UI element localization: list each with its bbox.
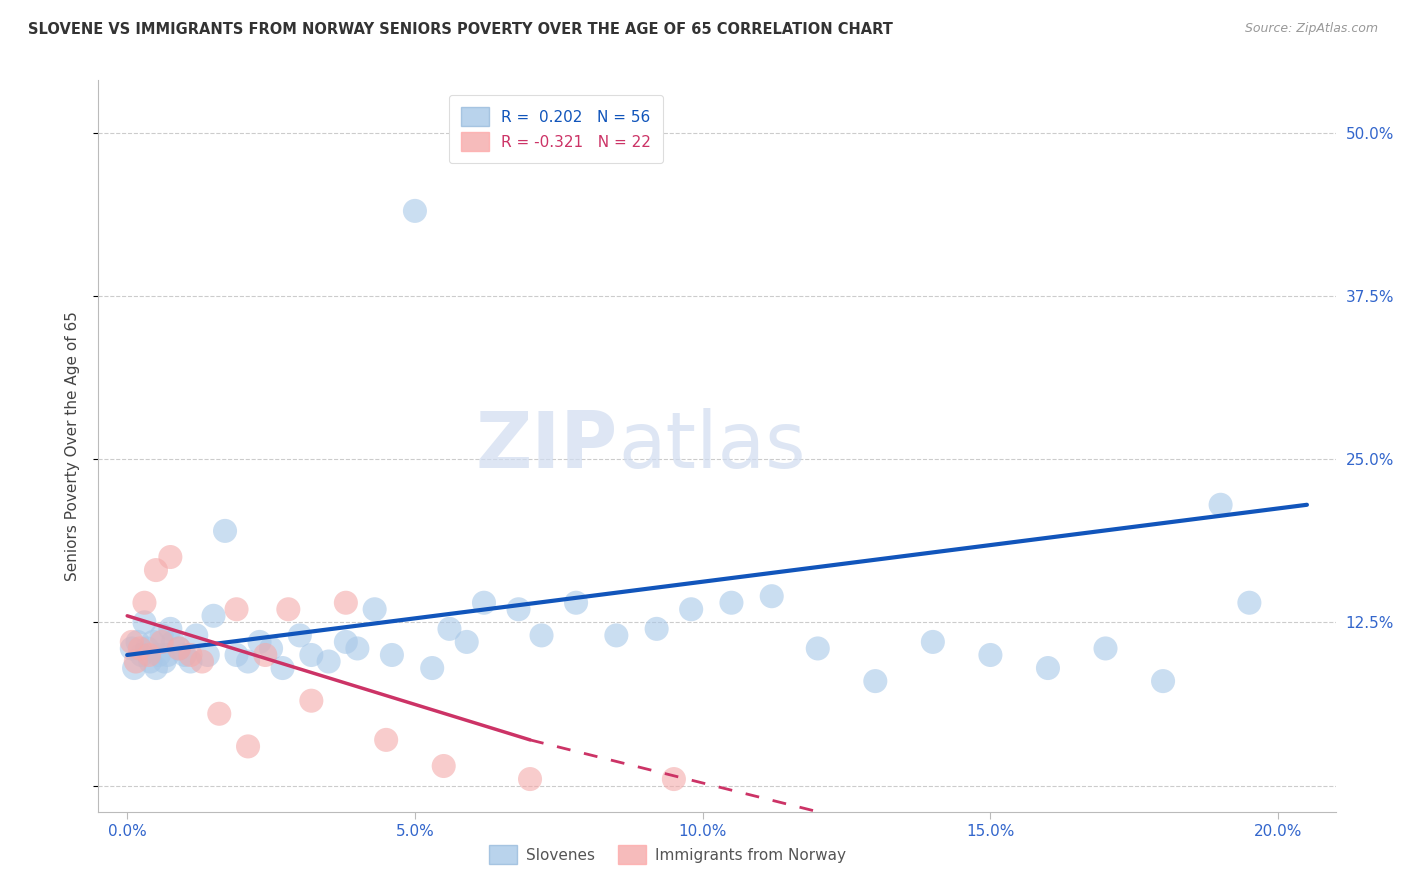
Y-axis label: Seniors Poverty Over the Age of 65: Seniors Poverty Over the Age of 65 [65, 311, 80, 581]
Point [605, 628, 627, 642]
Point [456, 635, 478, 649]
Point [173, 648, 195, 662]
Point [145, 661, 167, 675]
Point [121, 641, 143, 656]
Point [125, 655, 148, 669]
Point [433, 759, 456, 773]
Point [159, 549, 181, 564]
Point [375, 732, 398, 747]
Point [1152, 674, 1174, 689]
Point [271, 661, 294, 675]
Point [136, 641, 159, 656]
Point [127, 635, 149, 649]
Point [288, 628, 311, 642]
Point [150, 628, 173, 642]
Point [346, 641, 368, 656]
Point [159, 622, 181, 636]
Point [179, 648, 201, 662]
Point [167, 641, 190, 656]
Point [249, 635, 271, 649]
Point [420, 661, 443, 675]
Point [128, 641, 150, 656]
Point [148, 648, 170, 662]
Point [519, 772, 541, 786]
Point [807, 641, 830, 656]
Point [260, 641, 283, 656]
Point [122, 661, 145, 675]
Point [138, 648, 160, 662]
Point [134, 596, 156, 610]
Point [134, 615, 156, 630]
Text: atlas: atlas [619, 408, 806, 484]
Point [404, 203, 426, 218]
Point [761, 589, 783, 603]
Point [214, 524, 236, 538]
Text: SLOVENE VS IMMIGRANTS FROM NORWAY SENIORS POVERTY OVER THE AGE OF 65 CORRELATION: SLOVENE VS IMMIGRANTS FROM NORWAY SENIOR… [28, 22, 893, 37]
Point [720, 596, 742, 610]
Point [254, 648, 277, 662]
Point [299, 648, 322, 662]
Point [162, 635, 184, 649]
Point [921, 635, 943, 649]
Point [156, 648, 179, 662]
Point [1209, 498, 1232, 512]
Point [121, 635, 143, 649]
Point [865, 674, 887, 689]
Point [1036, 661, 1059, 675]
Point [645, 622, 668, 636]
Point [142, 635, 165, 649]
Point [145, 563, 167, 577]
Point [225, 648, 247, 662]
Point [277, 602, 299, 616]
Point [153, 655, 176, 669]
Point [179, 655, 201, 669]
Point [381, 648, 404, 662]
Point [979, 648, 1001, 662]
Point [186, 628, 208, 642]
Point [236, 739, 259, 754]
Point [530, 628, 553, 642]
Point [565, 596, 588, 610]
Legend: Slovenes, Immigrants from Norway: Slovenes, Immigrants from Norway [484, 839, 852, 870]
Text: ZIP: ZIP [475, 408, 619, 484]
Point [1094, 641, 1116, 656]
Point [1239, 596, 1261, 610]
Point [167, 641, 190, 656]
Point [225, 602, 247, 616]
Point [335, 596, 357, 610]
Point [681, 602, 703, 616]
Point [208, 706, 231, 721]
Point [662, 772, 685, 786]
Point [335, 635, 357, 649]
Point [363, 602, 385, 616]
Point [150, 635, 173, 649]
Point [197, 648, 219, 662]
Text: Source: ZipAtlas.com: Source: ZipAtlas.com [1244, 22, 1378, 36]
Point [318, 655, 340, 669]
Point [299, 694, 322, 708]
Point [202, 608, 225, 623]
Point [131, 648, 153, 662]
Point [508, 602, 530, 616]
Point [472, 596, 495, 610]
Point [236, 655, 259, 669]
Point [139, 655, 162, 669]
Point [439, 622, 461, 636]
Point [191, 655, 214, 669]
